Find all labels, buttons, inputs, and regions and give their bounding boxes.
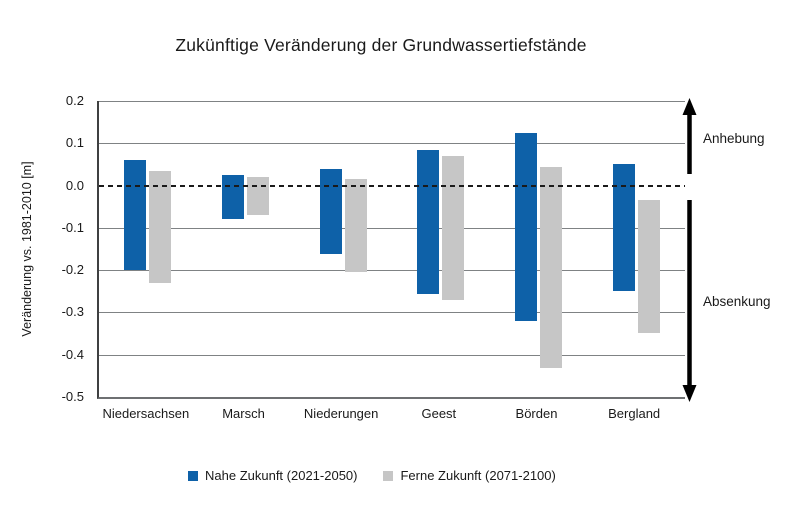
y-tick-label--0.2: -0.2 [61,262,84,278]
y-axis-label: Veränderung vs. 1981-2010 [m] [20,161,34,337]
gridline--0.1 [99,228,685,229]
y-tick-label-0.2: 0.2 [65,93,84,108]
direction-arrows [682,98,697,402]
legend-item-nahe-zukunft: Nahe Zukunft (2021-2050) [188,468,357,483]
down-arrow [682,200,697,402]
category-label-niedersachsen: Niedersachsen [102,406,190,421]
y-tick-label-0.1: 0.1 [65,135,84,151]
bar-nahe-zukunft-marsch [222,175,244,219]
bar-ferne-zukunft-niederungen [345,179,367,272]
gridline--0.4 [99,355,685,356]
y-tick-label-0.0: 0.0 [65,177,84,193]
legend-swatch [383,470,394,481]
bar-ferne-zukunft-niedersachsen [149,171,171,283]
bar-ferne-zukunft-bergland [638,200,660,333]
gridline-0.1 [99,143,685,144]
bar-nahe-zukunft-börden [515,133,537,321]
up-arrow [682,98,697,174]
bar-ferne-zukunft-marsch [247,177,269,215]
bar-nahe-zukunft-niedersachsen [124,160,146,270]
gridline--0.3 [99,312,685,313]
legend-item-ferne-zukunft: Ferne Zukunft (2071-2100) [383,468,556,483]
legend-label: Nahe Zukunft (2021-2050) [205,468,358,483]
y-tick-label--0.4: -0.4 [61,346,84,362]
category-label-geest: Geest [421,406,457,421]
y-tick-label--0.1: -0.1 [61,219,84,235]
zero-line [99,185,685,187]
y-tick-label--0.3: -0.3 [61,304,84,320]
bar-ferne-zukunft-geest [442,156,464,300]
legend-swatch [188,470,198,481]
bar-nahe-zukunft-geest [417,150,439,294]
legend-label: Ferne Zukunft (2071-2100) [400,468,556,483]
plot-area [97,101,685,399]
category-label-bergland: Bergland [608,406,661,421]
chart-title: Zukünftige Veränderung der Grundwasserti… [175,35,587,55]
category-label-niederungen: Niederungen [303,406,379,421]
category-label-börden: Börden [515,406,558,421]
category-label-marsch: Marsch [222,406,265,421]
legend: Nahe Zukunft (2021-2050) Ferne Zukunft (2… [188,468,556,483]
anhebung-label: Anhebung [703,131,765,146]
gridline-0.2 [99,101,685,102]
bar-ferne-zukunft-börden [540,167,562,368]
bar-nahe-zukunft-bergland [613,164,635,291]
absenkung-label: Absenkung [703,294,771,309]
bar-nahe-zukunft-niederungen [320,169,342,254]
y-tick-label--0.5: -0.5 [61,389,84,404]
gridline--0.2 [99,270,685,271]
